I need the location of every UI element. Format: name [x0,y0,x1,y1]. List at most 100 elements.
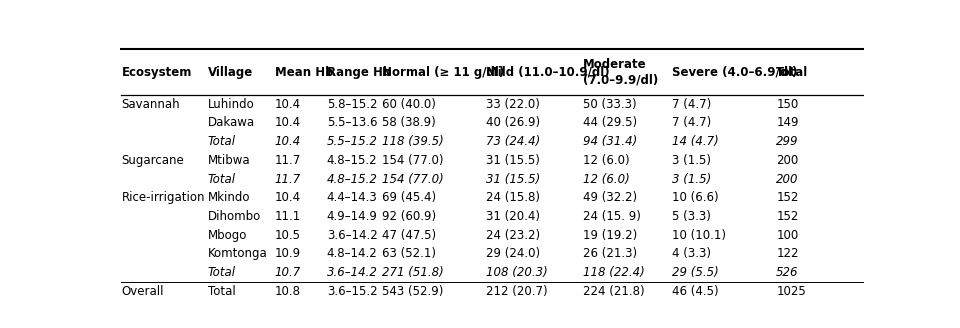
Text: 543 (52.9): 543 (52.9) [382,285,444,298]
Text: Luhindo: Luhindo [207,98,254,111]
Text: Ecosystem: Ecosystem [122,66,192,79]
Text: 149: 149 [777,116,799,130]
Text: 14 (4.7): 14 (4.7) [672,135,719,148]
Text: Total: Total [207,285,235,298]
Text: 10.8: 10.8 [275,285,300,298]
Text: Village: Village [207,66,253,79]
Text: 3 (1.5): 3 (1.5) [672,173,711,186]
Text: Total: Total [207,173,236,186]
Text: Total: Total [777,66,808,79]
Text: 10.7: 10.7 [275,266,301,279]
Text: 3.6–15.2: 3.6–15.2 [326,285,377,298]
Text: Rice-irrigation: Rice-irrigation [122,191,205,204]
Text: 10.9: 10.9 [275,247,300,260]
Text: 31 (15.5): 31 (15.5) [486,154,540,167]
Text: 44 (29.5): 44 (29.5) [583,116,636,130]
Text: Normal (≥ 11 g/dl): Normal (≥ 11 g/dl) [382,66,504,79]
Text: Komtonga: Komtonga [207,247,268,260]
Text: 5.5–15.2: 5.5–15.2 [326,135,377,148]
Text: 40 (26.9): 40 (26.9) [486,116,540,130]
Text: 526: 526 [777,266,799,279]
Text: Mkindo: Mkindo [207,191,251,204]
Text: 150: 150 [777,98,799,111]
Text: 60 (40.0): 60 (40.0) [382,98,436,111]
Text: 118 (39.5): 118 (39.5) [382,135,444,148]
Text: 10.4: 10.4 [275,135,301,148]
Text: 19 (19.2): 19 (19.2) [583,229,637,242]
Text: 5 (3.3): 5 (3.3) [672,210,711,223]
Text: 11.7: 11.7 [275,154,301,167]
Text: 58 (38.9): 58 (38.9) [382,116,436,130]
Text: 7 (4.7): 7 (4.7) [672,98,711,111]
Text: 3.6–14.2: 3.6–14.2 [326,229,377,242]
Text: 11.1: 11.1 [275,210,301,223]
Text: Total: Total [207,266,236,279]
Text: 31 (15.5): 31 (15.5) [486,173,540,186]
Text: 12 (6.0): 12 (6.0) [583,173,630,186]
Text: 24 (23.2): 24 (23.2) [486,229,540,242]
Text: Dihombo: Dihombo [207,210,261,223]
Text: Savannah: Savannah [122,98,180,111]
Text: 154 (77.0): 154 (77.0) [382,173,444,186]
Text: 26 (21.3): 26 (21.3) [583,247,636,260]
Text: 94 (31.4): 94 (31.4) [583,135,637,148]
Text: 4.9–14.9: 4.9–14.9 [326,210,377,223]
Text: 7 (4.7): 7 (4.7) [672,116,711,130]
Text: 118 (22.4): 118 (22.4) [583,266,644,279]
Text: 10.5: 10.5 [275,229,300,242]
Text: 47 (47.5): 47 (47.5) [382,229,436,242]
Text: 122: 122 [777,247,799,260]
Text: 10.4: 10.4 [275,98,300,111]
Text: 154 (77.0): 154 (77.0) [382,154,444,167]
Text: 29 (5.5): 29 (5.5) [672,266,719,279]
Text: 4 (3.3): 4 (3.3) [672,247,711,260]
Text: 31 (20.4): 31 (20.4) [486,210,540,223]
Text: 49 (32.2): 49 (32.2) [583,191,636,204]
Text: 46 (4.5): 46 (4.5) [672,285,719,298]
Text: 200: 200 [777,173,799,186]
Text: 1025: 1025 [777,285,806,298]
Text: 299: 299 [777,135,799,148]
Text: 4.4–14.3: 4.4–14.3 [326,191,377,204]
Text: Severe (4.0–6.9/dl): Severe (4.0–6.9/dl) [672,66,798,79]
Text: 92 (60.9): 92 (60.9) [382,210,436,223]
Text: Mbogo: Mbogo [207,229,247,242]
Text: Dakawa: Dakawa [207,116,255,130]
Text: 5.8–15.2: 5.8–15.2 [326,98,377,111]
Text: 10 (10.1): 10 (10.1) [672,229,726,242]
Text: 24 (15. 9): 24 (15. 9) [583,210,640,223]
Text: 4.8–15.2: 4.8–15.2 [326,173,377,186]
Text: 108 (20.3): 108 (20.3) [486,266,548,279]
Text: 10.4: 10.4 [275,191,300,204]
Text: 3.6–14.2: 3.6–14.2 [326,266,377,279]
Text: Total: Total [207,135,236,148]
Text: 224 (21.8): 224 (21.8) [583,285,644,298]
Text: Moderate
(7.0–9.9/dl): Moderate (7.0–9.9/dl) [583,58,658,87]
Text: 5.5–13.6: 5.5–13.6 [326,116,377,130]
Text: 200: 200 [777,154,799,167]
Text: 29 (24.0): 29 (24.0) [486,247,540,260]
Text: 4.8–14.2: 4.8–14.2 [326,247,377,260]
Text: Mild (11.0–10.9/dl): Mild (11.0–10.9/dl) [486,66,610,79]
Text: Sugarcane: Sugarcane [122,154,184,167]
Text: 152: 152 [777,191,799,204]
Text: 271 (51.8): 271 (51.8) [382,266,444,279]
Text: 152: 152 [777,210,799,223]
Text: 11.7: 11.7 [275,173,301,186]
Text: 212 (20.7): 212 (20.7) [486,285,547,298]
Text: 100: 100 [777,229,799,242]
Text: 63 (52.1): 63 (52.1) [382,247,436,260]
Text: 12 (6.0): 12 (6.0) [583,154,630,167]
Text: 10.4: 10.4 [275,116,300,130]
Text: Mean Hb: Mean Hb [275,66,333,79]
Text: 10 (6.6): 10 (6.6) [672,191,719,204]
Text: 69 (45.4): 69 (45.4) [382,191,436,204]
Text: 33 (22.0): 33 (22.0) [486,98,540,111]
Text: Range Hb: Range Hb [326,66,391,79]
Text: 3 (1.5): 3 (1.5) [672,154,711,167]
Text: 50 (33.3): 50 (33.3) [583,98,636,111]
Text: 24 (15.8): 24 (15.8) [486,191,540,204]
Text: Overall: Overall [122,285,164,298]
Text: 4.8–15.2: 4.8–15.2 [326,154,377,167]
Text: Mtibwa: Mtibwa [207,154,251,167]
